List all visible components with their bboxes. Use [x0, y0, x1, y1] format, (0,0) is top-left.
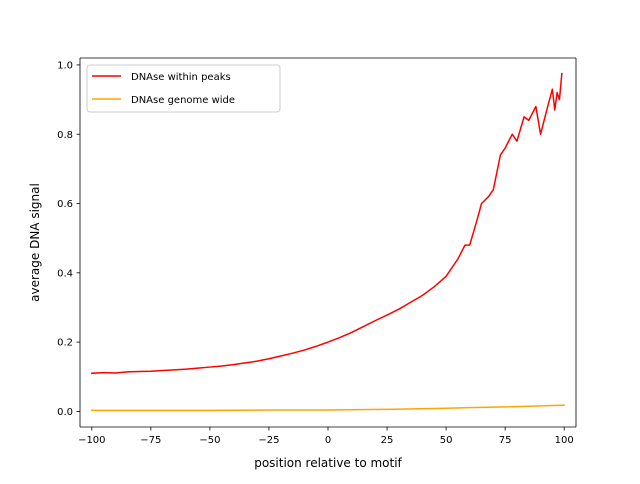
- y-tick-label: 0.4: [57, 268, 73, 279]
- x-tick-label: 50: [440, 435, 453, 446]
- x-tick-label: −25: [258, 435, 279, 446]
- legend-label-1: DNAse within peaks: [131, 72, 231, 83]
- y-axis-label: average DNA signal: [28, 183, 42, 302]
- legend-box: [86, 64, 281, 113]
- legend-label-2: DNAse genome wide: [131, 95, 235, 106]
- x-tick-label: 25: [381, 435, 394, 446]
- y-tick-label: 0.8: [57, 130, 73, 141]
- x-axis: −100 −75 −50 −25 0 25 50 75 100: [78, 427, 574, 446]
- y-tick-label: 1.0: [57, 61, 73, 72]
- y-axis: 0.0 0.2 0.4 0.6 0.8 1.0: [57, 61, 80, 418]
- series-line-2: [91, 404, 565, 412]
- plot-background: [80, 58, 576, 427]
- x-tick-label: −100: [78, 435, 105, 446]
- y-tick-label: 0.2: [57, 338, 73, 349]
- x-tick-label: 0: [325, 435, 331, 446]
- series-line-1: [91, 72, 563, 375]
- x-axis-label: position relative to motif: [254, 456, 402, 470]
- plot-area: [80, 58, 576, 427]
- x-tick-label: 100: [555, 435, 574, 446]
- y-tick-label: 0.0: [57, 407, 73, 418]
- y-tick-label: 0.6: [57, 199, 73, 210]
- series-layer: [91, 72, 565, 412]
- x-tick-label: −50: [199, 435, 220, 446]
- legend: DNAse within peaks DNAse genome wide: [86, 64, 281, 113]
- x-tick-label: 75: [499, 435, 512, 446]
- x-tick-label: −75: [140, 435, 161, 446]
